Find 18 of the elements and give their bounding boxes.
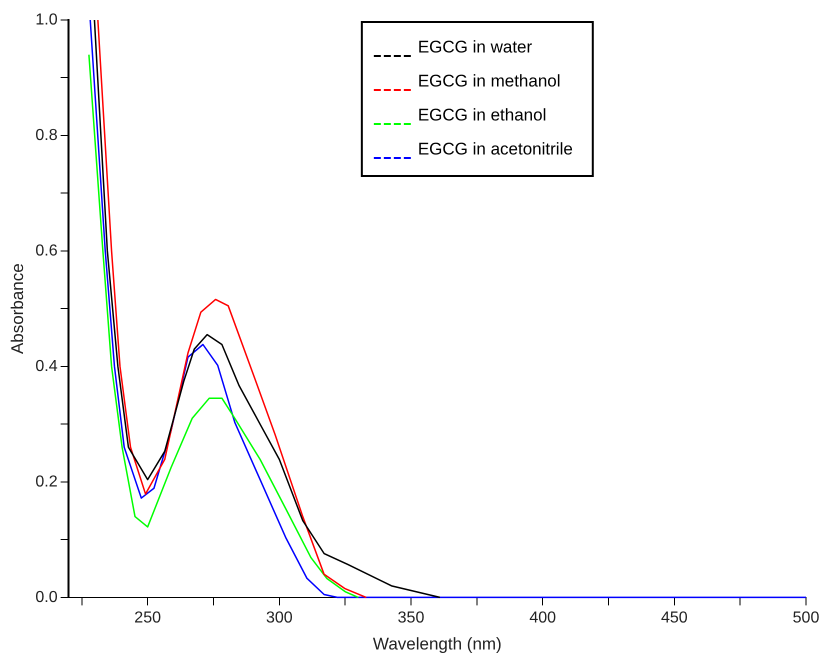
x-tick-label: 500 <box>792 609 820 626</box>
legend-label: EGCG in water <box>418 38 532 57</box>
text: 0.0 <box>35 588 58 606</box>
y-tick-label: 0.2 <box>35 473 58 490</box>
y-axis-title: Absorbance <box>8 263 27 354</box>
x-tick-label: 400 <box>529 609 556 626</box>
x-tick-label: 350 <box>398 609 424 626</box>
x-tick-label: 450 <box>660 609 688 626</box>
x-tick-label: 250 <box>134 609 162 626</box>
legend-label: EGCG in ethanol <box>418 106 546 125</box>
legend-label: EGCG in acetonitrile <box>418 140 573 159</box>
y-tick-label: 0.8 <box>35 126 58 144</box>
x-tick-label: 300 <box>266 609 293 626</box>
y-tick-label: 1.0 <box>35 11 58 28</box>
legend-label: EGCG in methanol <box>418 72 561 91</box>
x-axis-title: Wavelength (nm) <box>372 634 502 654</box>
y-tick-label: 0.6 <box>35 242 58 260</box>
y-tick-label: 0.4 <box>35 358 58 375</box>
